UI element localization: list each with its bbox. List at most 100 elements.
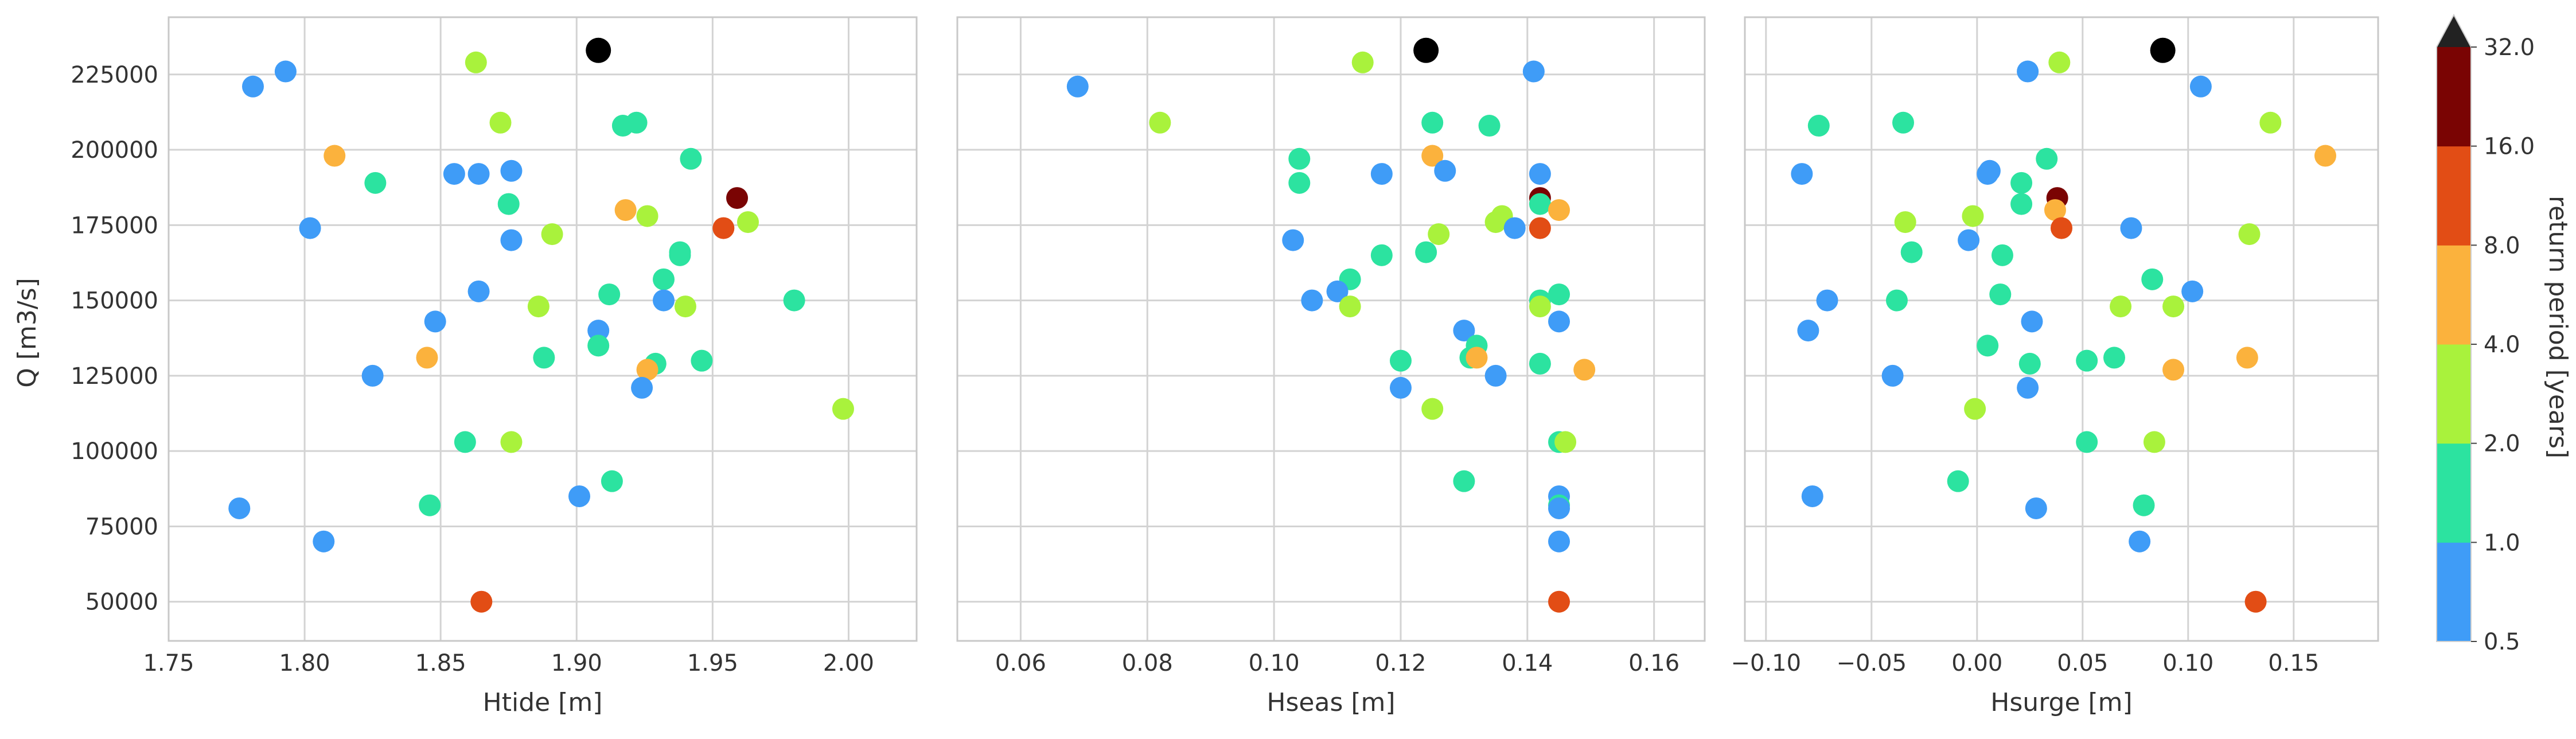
data-point [2238,223,2261,246]
data-point [1791,163,1813,185]
data-point [1885,289,1908,312]
data-point [2018,352,2041,375]
data-point [1339,295,1361,318]
x-tick-label: 1.95 [687,650,738,676]
data-point [454,431,476,453]
data-point [1522,60,1545,83]
data-point [1484,211,1507,234]
data-point [587,320,610,342]
data-point [299,217,321,239]
data-point [1991,244,2013,266]
data-point [2259,111,2282,134]
data-point [1288,172,1311,194]
data-point [1548,283,1570,306]
colorbar-segment [2437,443,2471,543]
data-point [832,398,854,420]
data-point [726,187,749,209]
data-point [1548,310,1570,333]
data-point [1453,320,1475,342]
data-point [2244,590,2267,613]
data-point [2017,376,2039,399]
y-tick-label: 75000 [85,514,158,540]
data-point [737,211,759,234]
data-point [1548,530,1570,553]
data-point [1149,111,1171,134]
plot-area [1745,17,2378,641]
data-point [2048,51,2071,73]
data-point [1554,431,1577,453]
data-point [1573,359,1596,381]
data-point [586,37,611,63]
data-point [1466,347,1488,369]
x-tick-label: 1.75 [143,650,194,676]
data-point [2162,295,2185,318]
y-tick-label: 150000 [71,288,158,314]
data-point [1529,352,1551,375]
data-point [1548,497,1570,519]
data-point [500,160,523,182]
data-point [1389,349,1412,372]
data-point [1977,163,1999,185]
data-point [1894,211,1916,234]
data-point [1389,376,1412,399]
data-point [1282,229,1304,251]
data-point [1288,147,1311,170]
data-point [1351,51,1374,73]
data-point [497,193,520,215]
data-point [2314,145,2336,167]
x-tick-label: 2.00 [823,650,874,676]
data-point [416,347,438,369]
plot-area [957,17,1705,641]
data-point [2129,530,2151,553]
x-tick-label: 0.00 [1951,650,2002,676]
colorbar-tick-label: 8.0 [2484,232,2520,259]
data-point [274,60,297,83]
x-tick-label: 0.14 [1502,650,1553,676]
data-point [611,115,634,137]
colorbar-segment [2437,47,2471,147]
data-point [1892,111,1914,134]
data-point [1548,199,1570,221]
data-point [424,310,446,333]
data-point [1370,244,1393,266]
data-point [1807,115,1830,137]
colorbar-tick-label: 1.0 [2484,530,2520,556]
data-point [2150,37,2176,63]
data-point [1415,241,1437,263]
colorbar-segment [2437,344,2471,444]
data-point [783,289,805,312]
colorbar-label: return period [years] [2543,196,2573,458]
data-point [2141,268,2164,290]
data-point [598,283,621,306]
data-point [489,111,512,134]
data-point [1529,295,1551,318]
data-point [1421,145,1444,167]
colorbar: 0.5 1.0 2.0 4.0 8.0 16.0 32.0 [2436,13,2535,655]
y-tick-label: 100000 [71,438,158,465]
data-point [587,335,610,357]
data-point [1301,289,1323,312]
colorbar-extend-arrow [2437,15,2471,47]
data-point [2044,199,2066,221]
data-point [361,364,384,387]
data-point [1816,289,1838,312]
x-tick-label: 0.12 [1375,650,1426,676]
x-tick-label: 0.05 [2057,650,2108,676]
colorbar-tick-label: 2.0 [2484,431,2520,457]
data-point [653,289,675,312]
data-point [1370,163,1393,185]
data-point [1900,241,1923,263]
panel-htide [167,16,918,642]
data-point [467,280,490,302]
data-point [1478,115,1501,137]
x-tick-label: 0.15 [2268,650,2319,676]
data-point [541,223,563,246]
x-axis-label: Hsurge [m] [1990,688,2132,717]
data-point [241,75,264,98]
data-point [614,199,637,221]
data-point [1421,111,1444,134]
data-point [2120,217,2142,239]
data-point [1503,217,1526,239]
data-point [1428,223,1450,246]
x-tick-label: 0.10 [1249,650,1300,676]
